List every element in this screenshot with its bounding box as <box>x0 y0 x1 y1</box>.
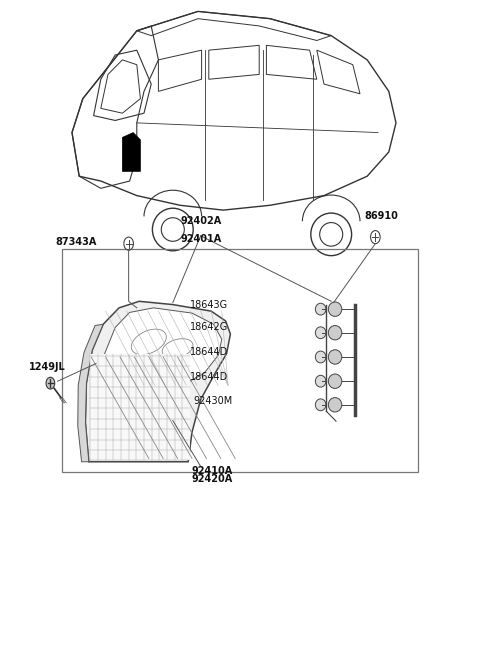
Text: 92410A: 92410A <box>192 466 233 476</box>
Ellipse shape <box>315 399 326 411</box>
Text: 92401A: 92401A <box>180 234 221 244</box>
Text: 92402A: 92402A <box>180 216 221 226</box>
Ellipse shape <box>315 375 326 387</box>
Bar <box>62 249 418 472</box>
Text: 1249JL: 1249JL <box>29 362 66 372</box>
Text: 18644D: 18644D <box>190 347 228 358</box>
Ellipse shape <box>328 374 342 388</box>
Text: 92430M: 92430M <box>193 396 233 406</box>
Text: 18644D: 18644D <box>190 371 228 382</box>
Polygon shape <box>105 308 222 385</box>
Bar <box>90 354 190 460</box>
Polygon shape <box>78 324 103 462</box>
Text: 86910: 86910 <box>365 211 399 221</box>
Polygon shape <box>85 301 230 462</box>
Ellipse shape <box>315 327 326 339</box>
Ellipse shape <box>328 350 342 364</box>
Polygon shape <box>122 132 140 172</box>
Ellipse shape <box>315 303 326 315</box>
Ellipse shape <box>328 302 342 316</box>
Ellipse shape <box>315 351 326 363</box>
Text: 92420A: 92420A <box>192 474 233 484</box>
Text: 18643G: 18643G <box>190 299 228 310</box>
Text: 87343A: 87343A <box>55 237 96 248</box>
Text: 18642G: 18642G <box>190 322 228 333</box>
Ellipse shape <box>328 326 342 340</box>
Ellipse shape <box>328 398 342 412</box>
Ellipse shape <box>46 377 55 389</box>
